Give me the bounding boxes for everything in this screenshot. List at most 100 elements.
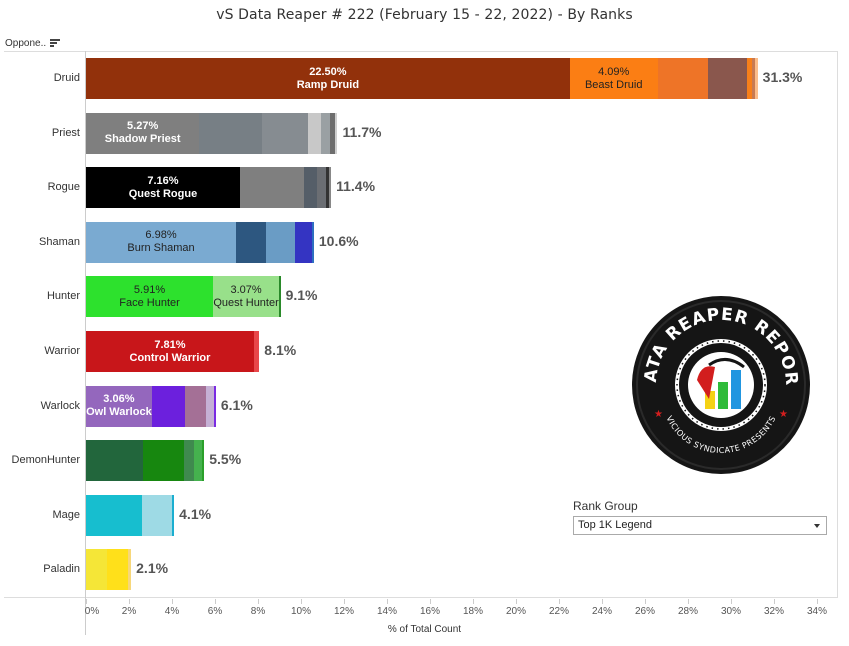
x-tick [430,599,431,604]
bar-priest[interactable]: 5.27% Shadow Priest [86,112,338,154]
total-label: 2.1% [136,560,169,577]
segment-archetype: Owl Warlock [86,406,152,419]
bar-hunter[interactable]: 5.91% Face Hunter 3.07% Quest Hunter [86,276,281,318]
x-tick-label: 28% [677,606,699,617]
bar-segment[interactable]: 5.91% Face Hunter [86,276,214,318]
bar-segment[interactable] [253,331,260,372]
total-label: 11.7% [342,123,382,140]
row-label-paladin: Paladin [43,563,80,576]
bar-mage[interactable] [86,494,175,536]
bar-segment[interactable]: 6.98% Burn Shaman [86,221,237,263]
total-label: 8.1% [264,342,297,358]
x-tick [473,599,474,604]
bar-segment[interactable] [236,221,267,263]
x-tick [172,599,173,604]
row-header[interactable]: Oppone.. [5,38,61,49]
bar-segment[interactable]: 22.50% Ramp Druid [86,58,570,99]
bar-segment[interactable] [657,58,708,99]
bar-segment[interactable] [266,221,296,263]
x-tick-label: 18% [462,606,484,617]
segment-percent: 3.07% [230,283,262,296]
bar-segment[interactable] [707,58,747,99]
bar-segment[interactable] [239,167,304,209]
row-label-demonhunter: DemonHunter [11,454,80,467]
bar-segment[interactable] [142,440,185,482]
row-label-mage: Mage [52,508,80,521]
segment-percent: 7.16% [147,174,179,187]
bar-demonhunter[interactable] [86,440,205,482]
bar-segment[interactable] [321,112,331,154]
x-tick [215,599,216,604]
bar-segment[interactable] [330,112,336,154]
bar-segment[interactable] [316,167,326,209]
x-tick [602,599,603,604]
bar-segment[interactable]: 3.07% Quest Hunter [213,276,280,318]
bar-segment[interactable] [213,385,216,427]
bar-druid[interactable]: 22.50% Ramp Druid 4.09% Beast Druid [86,58,758,99]
total-label: 5.5% [209,451,242,468]
svg-text:★: ★ [779,409,788,420]
bar-paladin[interactable] [86,549,132,591]
bar-warrior[interactable]: 7.81% Control Warrior [86,331,260,372]
row-label-shaman: Shaman [39,235,80,248]
bar-segment[interactable] [107,549,129,591]
chart-title: vS Data Reaper # 222 (February 15 - 22, … [216,7,633,23]
x-tick [344,599,345,604]
total-label: 6.1% [220,396,253,413]
bar-warlock[interactable]: 3.06% Owl Warlock [86,385,216,427]
bar-segment[interactable] [746,58,752,99]
bar-segment[interactable] [325,167,329,209]
bar-segment[interactable] [279,276,281,318]
bar-segment[interactable] [184,385,206,427]
x-tick [688,599,689,604]
bar-segment[interactable]: 3.06% Owl Warlock [86,385,152,427]
bar-segment[interactable] [328,167,332,209]
bar-shaman[interactable]: 6.98% Burn Shaman [86,221,314,263]
bar-segment[interactable] [141,494,172,536]
bar-segment[interactable] [751,58,755,99]
x-tick-label: 20% [505,606,527,617]
bar-segment[interactable] [202,440,205,482]
x-tick [258,599,259,604]
row-label-warrior: Warrior [44,345,80,357]
total-label: 11.4% [336,178,376,195]
segment-archetype: Quest Rogue [128,187,198,200]
x-tick [129,599,130,604]
bar-segment[interactable] [86,549,108,591]
segment-percent: 22.50% [309,65,347,78]
bar-segment[interactable] [312,221,314,263]
segment-archetype: Beast Druid [584,78,643,91]
bar-segment[interactable] [86,494,142,536]
bar-segment[interactable] [304,167,317,209]
x-tick [559,599,560,604]
segment-percent: 4.09% [598,65,630,78]
bar-segment[interactable] [184,440,195,482]
x-tick-label: 12% [333,606,355,617]
rank-group-dropdown[interactable]: Top 1K Legend [573,516,827,535]
row-label-priest: Priest [51,126,80,139]
y-axis-line [85,51,86,635]
bar-segment[interactable] [335,112,338,154]
bar-segment[interactable] [151,385,185,427]
bar-rogue[interactable]: 7.16% Quest Rogue [86,167,332,209]
sort-icon[interactable] [50,39,61,48]
bar-segment[interactable] [199,112,263,154]
x-tick [516,599,517,604]
bar-segment[interactable] [194,440,203,482]
bar-segment[interactable] [262,112,309,154]
bar-segment[interactable] [86,440,143,482]
x-tick [645,599,646,604]
bar-segment[interactable] [205,385,214,427]
bar-segment[interactable] [754,58,758,99]
row-label-warlock: Warlock [40,399,80,412]
bar-segment[interactable] [128,549,132,591]
x-tick [387,599,388,604]
x-tick-label: 2% [121,606,137,617]
bar-segment[interactable] [171,494,175,536]
bar-segment[interactable]: 7.81% Control Warrior [86,331,254,372]
bar-segment[interactable]: 4.09% Beast Druid [569,58,658,99]
bar-segment[interactable] [308,112,322,154]
bar-segment[interactable] [295,221,313,263]
bar-segment[interactable]: 5.27% Shadow Priest [86,112,200,154]
bar-segment[interactable]: 7.16% Quest Rogue [86,167,240,209]
